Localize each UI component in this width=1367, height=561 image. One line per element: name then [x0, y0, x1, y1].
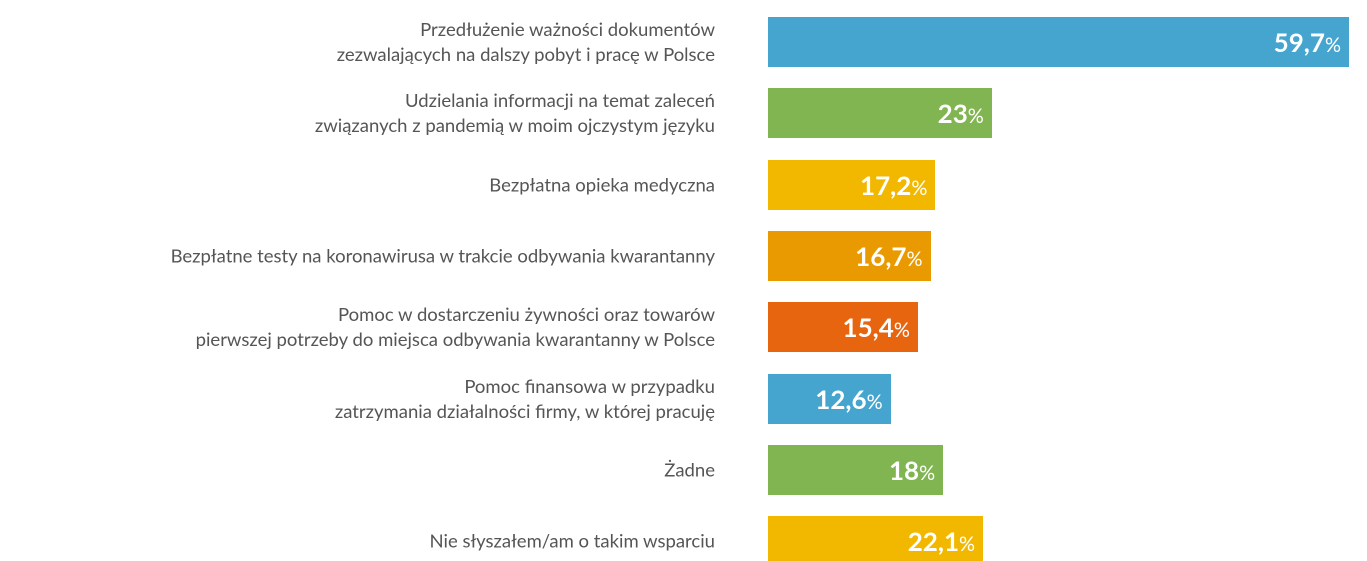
value-label: 12,6%: [815, 382, 883, 415]
bar: [768, 373, 891, 424]
value-label: 22,1%: [907, 525, 976, 558]
value-label: 17,2%: [860, 168, 928, 201]
bar: [768, 88, 992, 139]
bar: [768, 444, 944, 495]
category-label: Udzielania informacji na temat zaleceń z…: [314, 89, 715, 137]
value-label: 15,4%: [842, 311, 910, 344]
category-label: Żadne: [664, 458, 715, 481]
bar: [768, 230, 931, 281]
category-label: Bezpłatne testy na koronawirusa w trakci…: [170, 244, 715, 267]
category-label: Przedłużenie ważności dokumentów zezwala…: [336, 18, 715, 65]
value-label: 18%: [888, 453, 936, 486]
bar: [768, 17, 1349, 67]
category-label: Bezpłatna opieka medyczna: [489, 173, 715, 196]
category-label: Pomoc w dostarczeniu żywności oraz towar…: [195, 303, 715, 351]
value-label: 16,7%: [855, 239, 923, 272]
bar: [768, 159, 936, 210]
value-label: 59,7%: [1273, 26, 1341, 58]
category-label: Nie słyszałem/am o takim wsparciu: [429, 529, 715, 552]
bar: [768, 302, 918, 353]
value-label: 23%: [937, 97, 984, 130]
bar: [768, 516, 984, 561]
category-label: Pomoc finansowa w przypadku zatrzymania …: [334, 374, 715, 422]
